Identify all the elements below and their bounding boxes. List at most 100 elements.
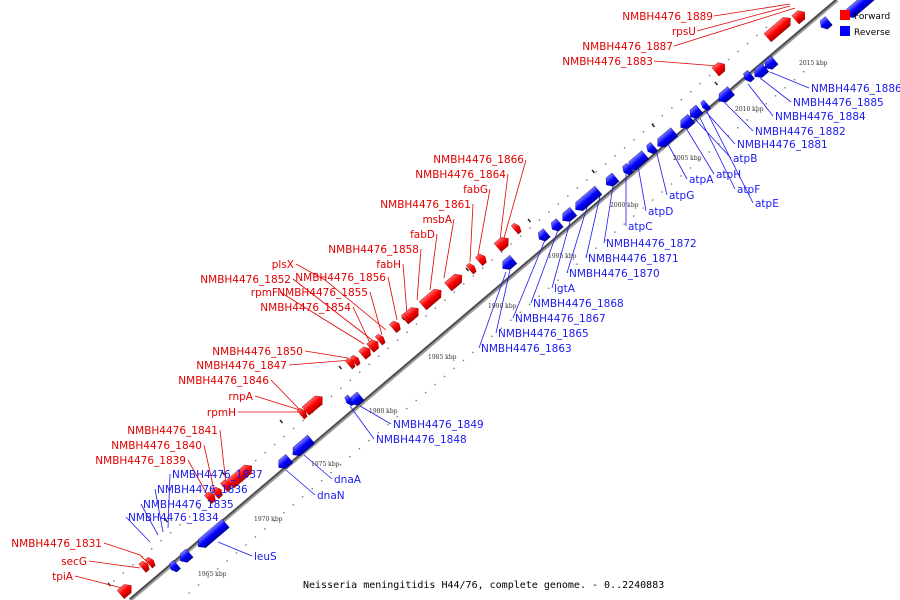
reverse-gene[interactable] bbox=[677, 113, 696, 131]
gene-label[interactable]: NMBH4476_1835 bbox=[143, 499, 234, 511]
gene-label[interactable]: msbA bbox=[422, 214, 452, 226]
gene-label[interactable]: NMBH4476_1881 bbox=[737, 139, 828, 151]
gene-label[interactable]: NMBH4476_1840 bbox=[111, 440, 202, 452]
gene-label[interactable]: NMBH4476_1886 bbox=[811, 83, 900, 95]
forward-gene[interactable] bbox=[116, 581, 135, 600]
gene-label[interactable]: NMBH4476_1850 bbox=[212, 346, 303, 358]
forward-gene[interactable] bbox=[403, 304, 422, 323]
reverse-gene[interactable] bbox=[549, 218, 564, 234]
reverse-gene[interactable] bbox=[536, 228, 551, 244]
forward-gene[interactable] bbox=[475, 252, 488, 267]
forward-gene[interactable] bbox=[791, 8, 808, 25]
forward-gene[interactable] bbox=[358, 345, 374, 360]
gene-label[interactable]: NMBH4476_1852 bbox=[200, 274, 291, 286]
reverse-gene[interactable] bbox=[195, 518, 230, 551]
gene-label[interactable]: rpmF bbox=[251, 287, 278, 299]
gene-label[interactable]: dnaN bbox=[317, 490, 345, 502]
gene-label[interactable]: NMBH4476_1837 bbox=[172, 469, 263, 481]
gene-label[interactable]: atpH bbox=[716, 169, 741, 181]
gene-label[interactable]: fabG bbox=[463, 184, 488, 196]
gene-label[interactable]: NMBH4476_1889 bbox=[622, 11, 713, 23]
forward-gene[interactable] bbox=[374, 333, 387, 346]
gene-label[interactable]: NMBH4476_1854 bbox=[260, 302, 351, 314]
gene-label[interactable]: atpB bbox=[733, 153, 757, 165]
forward-gene[interactable] bbox=[763, 14, 794, 43]
reverse-gene[interactable] bbox=[741, 69, 755, 84]
gene-label[interactable]: NMBH4476_1861 bbox=[380, 199, 471, 211]
forward-gene[interactable] bbox=[138, 560, 151, 573]
reverse-gene[interactable] bbox=[177, 548, 194, 565]
reverse-gene[interactable] bbox=[275, 453, 294, 471]
reverse-gene[interactable] bbox=[818, 16, 833, 32]
gene-label[interactable]: NMBH4476_1868 bbox=[533, 298, 624, 310]
forward-gene[interactable] bbox=[419, 286, 444, 311]
reverse-gene[interactable] bbox=[644, 141, 658, 156]
gene-label[interactable]: NMBH4476_1846 bbox=[178, 375, 269, 387]
gene-label[interactable]: rnpA bbox=[228, 391, 253, 403]
reverse-gene[interactable] bbox=[751, 62, 770, 80]
gene-label[interactable]: NMBH4476_1866 bbox=[433, 154, 524, 166]
reverse-gene[interactable] bbox=[687, 104, 704, 121]
gene-label[interactable]: atpE bbox=[755, 198, 779, 210]
reverse-gene[interactable] bbox=[715, 86, 735, 106]
gene-label[interactable]: NMBH4476_1871 bbox=[588, 253, 679, 265]
gene-label[interactable]: NMBH4476_1831 bbox=[11, 538, 102, 550]
gene-label[interactable]: dnaA bbox=[334, 474, 362, 486]
gene-label[interactable]: atpF bbox=[737, 184, 760, 196]
gene-label[interactable]: lgtA bbox=[554, 283, 576, 295]
reverse-gene[interactable] bbox=[654, 127, 679, 151]
gene-label[interactable]: NMBH4476_1864 bbox=[415, 169, 506, 181]
reverse-gene[interactable] bbox=[559, 206, 578, 224]
gene-label[interactable]: fabH bbox=[376, 259, 401, 271]
forward-gene[interactable] bbox=[510, 222, 523, 235]
gene-label[interactable]: NMBH4476_1855 bbox=[277, 287, 368, 299]
gene-label[interactable]: NMBH4476_1883 bbox=[562, 56, 653, 68]
gene-label[interactable]: NMBH4476_1863 bbox=[481, 343, 572, 355]
forward-gene[interactable] bbox=[211, 485, 224, 500]
reverse-gene[interactable] bbox=[620, 162, 634, 177]
gene-label[interactable]: NMBH4476_1856 bbox=[295, 272, 386, 284]
gene-label[interactable]: atpA bbox=[689, 174, 714, 186]
forward-gene[interactable] bbox=[226, 462, 255, 489]
gene-label[interactable]: NMBH4476_1847 bbox=[196, 360, 287, 372]
gene-label[interactable]: NMBH4476_1849 bbox=[393, 419, 484, 431]
gene-label[interactable]: NMBH4476_1858 bbox=[328, 244, 419, 256]
forward-gene[interactable] bbox=[711, 60, 728, 77]
gene-label[interactable]: NMBH4476_1867 bbox=[515, 313, 606, 325]
gene-label[interactable]: rpmH bbox=[207, 407, 236, 419]
forward-gene[interactable] bbox=[296, 407, 309, 420]
gene-label[interactable]: atpG bbox=[669, 190, 694, 202]
gene-label[interactable]: NMBH4476_1885 bbox=[793, 97, 884, 109]
gene-label[interactable]: NMBH4476_1848 bbox=[376, 434, 467, 446]
reverse-gene[interactable] bbox=[762, 55, 779, 72]
forward-gene[interactable] bbox=[493, 234, 512, 253]
reverse-gene[interactable] bbox=[348, 391, 365, 408]
gene-label[interactable]: atpC bbox=[628, 221, 653, 233]
forward-gene[interactable] bbox=[389, 319, 402, 334]
gene-label[interactable]: NMBH4476_1884 bbox=[775, 111, 866, 123]
gene-label[interactable]: plsX bbox=[272, 259, 294, 271]
reverse-gene[interactable] bbox=[499, 254, 518, 272]
gene-label[interactable]: rpsU bbox=[672, 26, 696, 38]
gene-label[interactable]: NMBH4476_1870 bbox=[569, 268, 660, 280]
gene-label[interactable]: NMBH4476_1865 bbox=[498, 328, 589, 340]
reverse-gene[interactable] bbox=[603, 172, 620, 189]
forward-gene[interactable] bbox=[444, 271, 466, 292]
reverse-gene[interactable] bbox=[699, 99, 712, 112]
forward-gene[interactable] bbox=[301, 393, 326, 416]
forward-gene[interactable] bbox=[220, 478, 233, 493]
reverse-gene[interactable] bbox=[572, 185, 603, 214]
gene-label[interactable]: NMBH4476_1887 bbox=[582, 41, 673, 53]
reverse-gene[interactable] bbox=[289, 434, 315, 459]
forward-gene[interactable] bbox=[366, 338, 382, 353]
forward-gene[interactable] bbox=[465, 262, 478, 275]
forward-gene[interactable] bbox=[349, 354, 362, 367]
gene-label[interactable]: NMBH4476_1839 bbox=[95, 455, 186, 467]
gene-label[interactable]: secG bbox=[61, 556, 87, 568]
reverse-gene[interactable] bbox=[167, 559, 181, 574]
gene-label[interactable]: NMBH4476_1836 bbox=[157, 484, 248, 496]
gene-label[interactable]: NMBH4476_1841 bbox=[127, 425, 218, 437]
reverse-gene[interactable] bbox=[625, 150, 650, 174]
gene-label[interactable]: leuS bbox=[254, 551, 277, 563]
forward-gene[interactable] bbox=[144, 556, 157, 569]
